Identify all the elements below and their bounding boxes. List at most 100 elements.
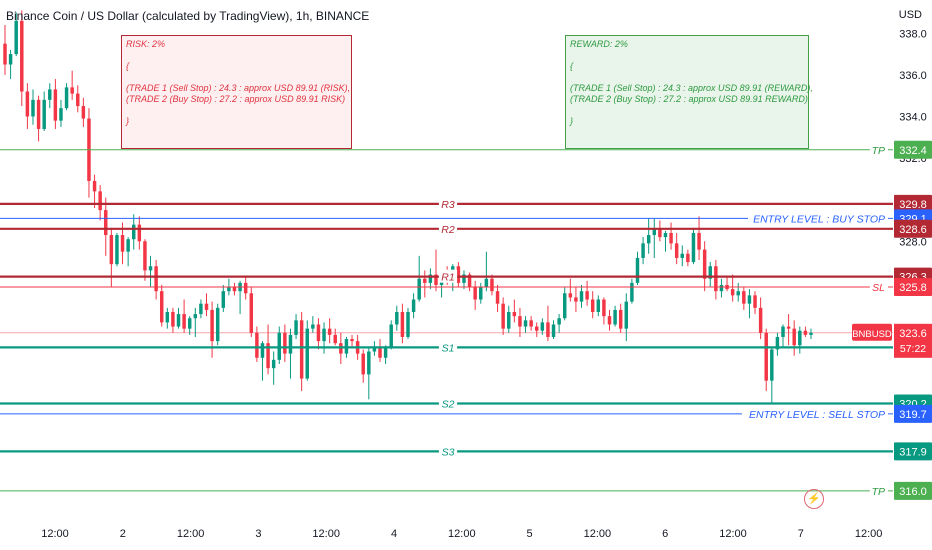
countdown-label: 57:22 [900, 343, 926, 355]
level-label: ENTRY LEVEL : SELL STOP [749, 409, 885, 421]
candle-body [428, 274, 433, 283]
candle-body [434, 274, 438, 285]
level-label-backdrop [438, 269, 458, 283]
candle-body [764, 332, 768, 381]
candle-body [53, 89, 58, 121]
level-label-backdrop [869, 142, 888, 156]
candle-body [383, 347, 388, 358]
candle-body [20, 20, 24, 92]
candle-body [574, 297, 578, 302]
candle-body [596, 299, 601, 312]
reward-note-line [570, 105, 804, 116]
candle-body [529, 320, 533, 327]
candle-body [221, 291, 226, 308]
candle-body [148, 266, 153, 271]
candle-body [165, 312, 170, 323]
risk-note-line: RISK: 2% [126, 39, 166, 49]
candle-body [316, 324, 321, 342]
reward-note-line [570, 72, 804, 83]
candle-body [652, 228, 657, 236]
candle-body [758, 307, 763, 333]
candle-body [736, 291, 740, 296]
risk-note-line [126, 72, 347, 83]
candle-body [204, 303, 209, 310]
candle-body [607, 316, 612, 325]
candle-body [143, 241, 147, 271]
lightning-icon[interactable]: ⚡ [804, 489, 824, 509]
level-label-backdrop [748, 211, 888, 225]
candle-body [42, 99, 46, 129]
x-tick-label: 6 [662, 528, 668, 540]
last-price-box [894, 323, 932, 358]
y-tick-label: 328.0 [899, 236, 927, 248]
candle-body [792, 328, 796, 346]
candle-body [3, 43, 7, 65]
candle-body [585, 291, 589, 300]
candle-body [579, 291, 584, 302]
y-tick-label: 338.0 [899, 28, 927, 40]
candle-body [294, 320, 298, 335]
candle-body [523, 320, 528, 327]
level-label: R2 [441, 224, 455, 236]
candle-body [299, 320, 304, 379]
level-label-backdrop [438, 444, 458, 458]
level-label-backdrop [438, 196, 458, 210]
candle-body [104, 210, 108, 236]
symbol-tag-label: BNBUSD [852, 329, 892, 340]
candle-body [624, 301, 629, 329]
candle-body [590, 299, 595, 312]
x-tick-label: 12:00 [584, 528, 612, 540]
x-tick-label: 7 [798, 528, 804, 540]
candle-body [551, 324, 556, 337]
candle-body [674, 243, 679, 258]
x-tick-label: 3 [255, 528, 261, 540]
candle-body [176, 314, 181, 327]
x-tick-label: 12:00 [312, 528, 340, 540]
risk-note-line [126, 105, 347, 116]
candle-body [31, 99, 35, 117]
x-tick-label: 4 [391, 528, 397, 540]
candle-body [137, 224, 142, 242]
candle-body [512, 312, 517, 317]
candle-body [490, 278, 494, 292]
candle-body [283, 332, 287, 354]
candle-body [406, 312, 410, 337]
risk-note-line: } [126, 116, 130, 126]
candle-body [786, 326, 791, 329]
risk-note-line [126, 50, 347, 61]
candle-body [630, 282, 634, 302]
candle-body [59, 108, 63, 121]
level-label: R3 [441, 199, 455, 211]
risk-note[interactable]: RISK: 2% { (TRADE 1 (Sell Stop) : 24.3 :… [121, 35, 352, 149]
level-label-backdrop [438, 340, 458, 354]
candle-body [686, 253, 690, 263]
level-label: SL [872, 282, 885, 294]
candle-body [663, 232, 668, 238]
reward-note[interactable]: REWARD: 2% { (TRADE 1 (Sell Stop) : 24.3… [565, 35, 813, 149]
candle-body [753, 295, 757, 308]
candle-body [781, 326, 785, 337]
x-tick-label: 12:00 [41, 528, 69, 540]
candle-body [658, 228, 662, 238]
level-label: TP [872, 486, 885, 498]
candle-body [92, 180, 97, 192]
candle-body [467, 274, 472, 288]
candle-body [171, 312, 175, 327]
level-price-label: 316.0 [899, 486, 927, 498]
candle-body [708, 266, 712, 279]
candle-body [775, 336, 780, 350]
candle-body [215, 307, 220, 342]
candle-body [646, 235, 651, 244]
candle-body [98, 191, 102, 211]
candle-body [798, 330, 802, 346]
candle-body [484, 278, 489, 288]
x-tick-label: 12:00 [177, 528, 205, 540]
candle-body [411, 299, 416, 312]
candle-body [501, 303, 505, 329]
candle-body [747, 295, 752, 304]
level-price-box [894, 442, 932, 461]
symbol-tag [852, 323, 892, 341]
candle-body [327, 328, 332, 335]
x-tick-label: 5 [527, 528, 533, 540]
